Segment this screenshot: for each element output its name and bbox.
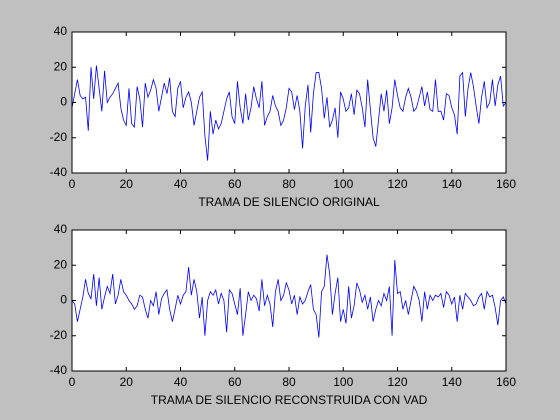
axes-background [72, 32, 506, 173]
x-tick-label: 160 [496, 177, 516, 191]
x-tick-label: 0 [69, 177, 76, 191]
x-tick-label: 80 [282, 177, 296, 191]
x-tick-label: 80 [282, 375, 296, 389]
x-tick-label: 20 [120, 375, 134, 389]
y-tick-label: 40 [54, 222, 68, 236]
y-tick-label: 40 [54, 24, 68, 38]
x-tick-label: 140 [442, 375, 462, 389]
axes-background [72, 230, 506, 371]
x-tick-label: 60 [228, 177, 242, 191]
x-tick-label: 100 [333, 375, 353, 389]
y-tick-label: -40 [50, 363, 68, 377]
y-tick-label: 20 [54, 59, 68, 73]
x-tick-label: 60 [228, 375, 242, 389]
x-tick-label: 40 [174, 177, 188, 191]
x-axis-label: TRAMA DE SILENCIO RECONSTRUIDA CON VAD [151, 393, 428, 407]
signal-line [71, 254, 507, 338]
signal-line [71, 65, 507, 161]
x-axis-label: TRAMA DE SILENCIO ORIGINAL [198, 195, 380, 209]
x-tick-label: 0 [69, 375, 76, 389]
y-tick-label: 20 [54, 257, 68, 271]
x-tick-label: 140 [442, 177, 462, 191]
x-tick-label: 160 [496, 375, 516, 389]
y-tick-label: 0 [60, 293, 67, 307]
x-tick-label: 20 [120, 177, 134, 191]
y-tick-label: -20 [50, 130, 68, 144]
y-tick-label: 0 [60, 95, 67, 109]
x-tick-label: 120 [387, 375, 407, 389]
y-tick-label: -40 [50, 165, 68, 179]
y-tick-label: -20 [50, 328, 68, 342]
x-tick-label: 40 [174, 375, 188, 389]
x-tick-label: 100 [333, 177, 353, 191]
x-tick-label: 120 [387, 177, 407, 191]
